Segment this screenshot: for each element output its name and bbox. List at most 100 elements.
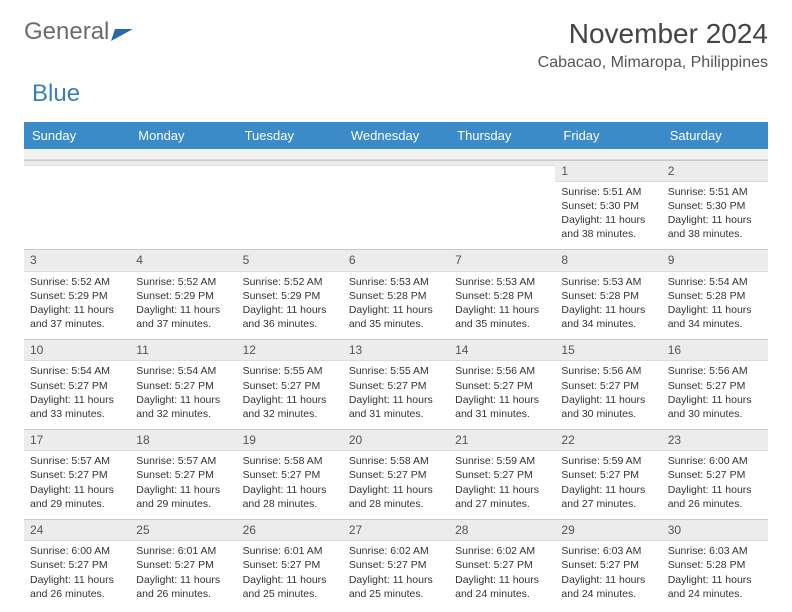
sunset-text: Sunset: 5:27 PM xyxy=(349,558,443,572)
day-cell: 3Sunrise: 5:52 AMSunset: 5:29 PMDaylight… xyxy=(24,249,130,339)
sunset-text: Sunset: 5:27 PM xyxy=(136,379,230,393)
day-body: Sunrise: 5:54 AMSunset: 5:27 PMDaylight:… xyxy=(130,361,236,429)
daylight-text: Daylight: 11 hours and 35 minutes. xyxy=(455,303,549,331)
dow-monday: Monday xyxy=(130,122,236,149)
daylight-text: Daylight: 11 hours and 26 minutes. xyxy=(30,573,124,601)
day-cell: 23Sunrise: 6:00 AMSunset: 5:27 PMDayligh… xyxy=(662,429,768,519)
daylight-text: Daylight: 11 hours and 28 minutes. xyxy=(243,483,337,511)
daylight-text: Daylight: 11 hours and 24 minutes. xyxy=(455,573,549,601)
day-body: Sunrise: 5:54 AMSunset: 5:27 PMDaylight:… xyxy=(24,361,130,429)
day-number: 25 xyxy=(130,519,236,541)
day-number: 11 xyxy=(130,339,236,361)
day-number: 15 xyxy=(555,339,661,361)
day-cell xyxy=(237,159,343,249)
daylight-text: Daylight: 11 hours and 30 minutes. xyxy=(668,393,762,421)
day-cell: 15Sunrise: 5:56 AMSunset: 5:27 PMDayligh… xyxy=(555,339,661,429)
day-number: 26 xyxy=(237,519,343,541)
day-cell: 18Sunrise: 5:57 AMSunset: 5:27 PMDayligh… xyxy=(130,429,236,519)
day-cell: 24Sunrise: 6:00 AMSunset: 5:27 PMDayligh… xyxy=(24,519,130,609)
sunrise-text: Sunrise: 5:57 AM xyxy=(136,454,230,468)
sunset-text: Sunset: 5:27 PM xyxy=(30,558,124,572)
logo-triangle-icon xyxy=(111,29,133,41)
day-body: Sunrise: 5:59 AMSunset: 5:27 PMDaylight:… xyxy=(449,451,555,519)
daylight-text: Daylight: 11 hours and 25 minutes. xyxy=(349,573,443,601)
day-number: 23 xyxy=(662,429,768,451)
sunset-text: Sunset: 5:28 PM xyxy=(349,289,443,303)
page-title: November 2024 xyxy=(538,18,768,50)
daylight-text: Daylight: 11 hours and 24 minutes. xyxy=(561,573,655,601)
day-body: Sunrise: 6:00 AMSunset: 5:27 PMDaylight:… xyxy=(662,451,768,519)
sunrise-text: Sunrise: 6:03 AM xyxy=(668,544,762,558)
day-body: Sunrise: 5:56 AMSunset: 5:27 PMDaylight:… xyxy=(555,361,661,429)
sunset-text: Sunset: 5:28 PM xyxy=(561,289,655,303)
daylight-text: Daylight: 11 hours and 29 minutes. xyxy=(30,483,124,511)
day-number: 29 xyxy=(555,519,661,541)
daylight-text: Daylight: 11 hours and 32 minutes. xyxy=(136,393,230,421)
day-cell: 19Sunrise: 5:58 AMSunset: 5:27 PMDayligh… xyxy=(237,429,343,519)
day-number: 2 xyxy=(662,160,768,182)
day-cell: 30Sunrise: 6:03 AMSunset: 5:28 PMDayligh… xyxy=(662,519,768,609)
sunset-text: Sunset: 5:30 PM xyxy=(561,199,655,213)
day-cell: 22Sunrise: 5:59 AMSunset: 5:27 PMDayligh… xyxy=(555,429,661,519)
day-body: Sunrise: 5:59 AMSunset: 5:27 PMDaylight:… xyxy=(555,451,661,519)
sunset-text: Sunset: 5:28 PM xyxy=(668,289,762,303)
day-number xyxy=(24,160,130,166)
day-number: 17 xyxy=(24,429,130,451)
dow-tuesday: Tuesday xyxy=(237,122,343,149)
sunset-text: Sunset: 5:29 PM xyxy=(243,289,337,303)
header-spacer-row xyxy=(24,149,768,159)
sunrise-text: Sunrise: 6:01 AM xyxy=(243,544,337,558)
day-cell: 5Sunrise: 5:52 AMSunset: 5:29 PMDaylight… xyxy=(237,249,343,339)
daylight-text: Daylight: 11 hours and 37 minutes. xyxy=(136,303,230,331)
sunrise-text: Sunrise: 6:03 AM xyxy=(561,544,655,558)
sunrise-text: Sunrise: 5:53 AM xyxy=(349,275,443,289)
day-cell: 14Sunrise: 5:56 AMSunset: 5:27 PMDayligh… xyxy=(449,339,555,429)
day-cell: 28Sunrise: 6:02 AMSunset: 5:27 PMDayligh… xyxy=(449,519,555,609)
day-number xyxy=(343,160,449,166)
day-cell: 13Sunrise: 5:55 AMSunset: 5:27 PMDayligh… xyxy=(343,339,449,429)
day-cell: 10Sunrise: 5:54 AMSunset: 5:27 PMDayligh… xyxy=(24,339,130,429)
daylight-text: Daylight: 11 hours and 26 minutes. xyxy=(136,573,230,601)
daylight-text: Daylight: 11 hours and 28 minutes. xyxy=(349,483,443,511)
daylight-text: Daylight: 11 hours and 32 minutes. xyxy=(243,393,337,421)
day-number xyxy=(449,160,555,166)
day-body: Sunrise: 6:03 AMSunset: 5:28 PMDaylight:… xyxy=(662,541,768,609)
sunrise-text: Sunrise: 5:51 AM xyxy=(561,185,655,199)
day-body: Sunrise: 5:58 AMSunset: 5:27 PMDaylight:… xyxy=(343,451,449,519)
week-row: 24Sunrise: 6:00 AMSunset: 5:27 PMDayligh… xyxy=(24,519,768,609)
sunset-text: Sunset: 5:27 PM xyxy=(136,558,230,572)
day-body: Sunrise: 5:52 AMSunset: 5:29 PMDaylight:… xyxy=(24,272,130,340)
sunrise-text: Sunrise: 5:58 AM xyxy=(243,454,337,468)
day-cell: 20Sunrise: 5:58 AMSunset: 5:27 PMDayligh… xyxy=(343,429,449,519)
sunset-text: Sunset: 5:27 PM xyxy=(668,468,762,482)
sunrise-text: Sunrise: 5:52 AM xyxy=(243,275,337,289)
sunset-text: Sunset: 5:30 PM xyxy=(668,199,762,213)
day-number: 27 xyxy=(343,519,449,541)
sunrise-text: Sunrise: 6:02 AM xyxy=(349,544,443,558)
sunset-text: Sunset: 5:27 PM xyxy=(668,379,762,393)
sunrise-text: Sunrise: 6:02 AM xyxy=(455,544,549,558)
sunset-text: Sunset: 5:27 PM xyxy=(136,468,230,482)
day-number: 5 xyxy=(237,249,343,271)
sunset-text: Sunset: 5:27 PM xyxy=(243,379,337,393)
logo: General xyxy=(24,18,131,46)
daylight-text: Daylight: 11 hours and 33 minutes. xyxy=(30,393,124,421)
sunrise-text: Sunrise: 5:59 AM xyxy=(561,454,655,468)
day-number: 10 xyxy=(24,339,130,361)
day-number: 8 xyxy=(555,249,661,271)
day-number: 24 xyxy=(24,519,130,541)
sunset-text: Sunset: 5:27 PM xyxy=(349,379,443,393)
day-cell: 26Sunrise: 6:01 AMSunset: 5:27 PMDayligh… xyxy=(237,519,343,609)
day-number: 14 xyxy=(449,339,555,361)
sunset-text: Sunset: 5:27 PM xyxy=(561,379,655,393)
day-body: Sunrise: 5:51 AMSunset: 5:30 PMDaylight:… xyxy=(555,182,661,250)
sunrise-text: Sunrise: 5:56 AM xyxy=(561,364,655,378)
sunrise-text: Sunrise: 5:54 AM xyxy=(668,275,762,289)
calendar-body: 1Sunrise: 5:51 AMSunset: 5:30 PMDaylight… xyxy=(24,149,768,609)
day-number: 18 xyxy=(130,429,236,451)
sunset-text: Sunset: 5:27 PM xyxy=(561,468,655,482)
day-number: 7 xyxy=(449,249,555,271)
day-body: Sunrise: 5:53 AMSunset: 5:28 PMDaylight:… xyxy=(555,272,661,340)
day-number: 13 xyxy=(343,339,449,361)
day-cell xyxy=(449,159,555,249)
